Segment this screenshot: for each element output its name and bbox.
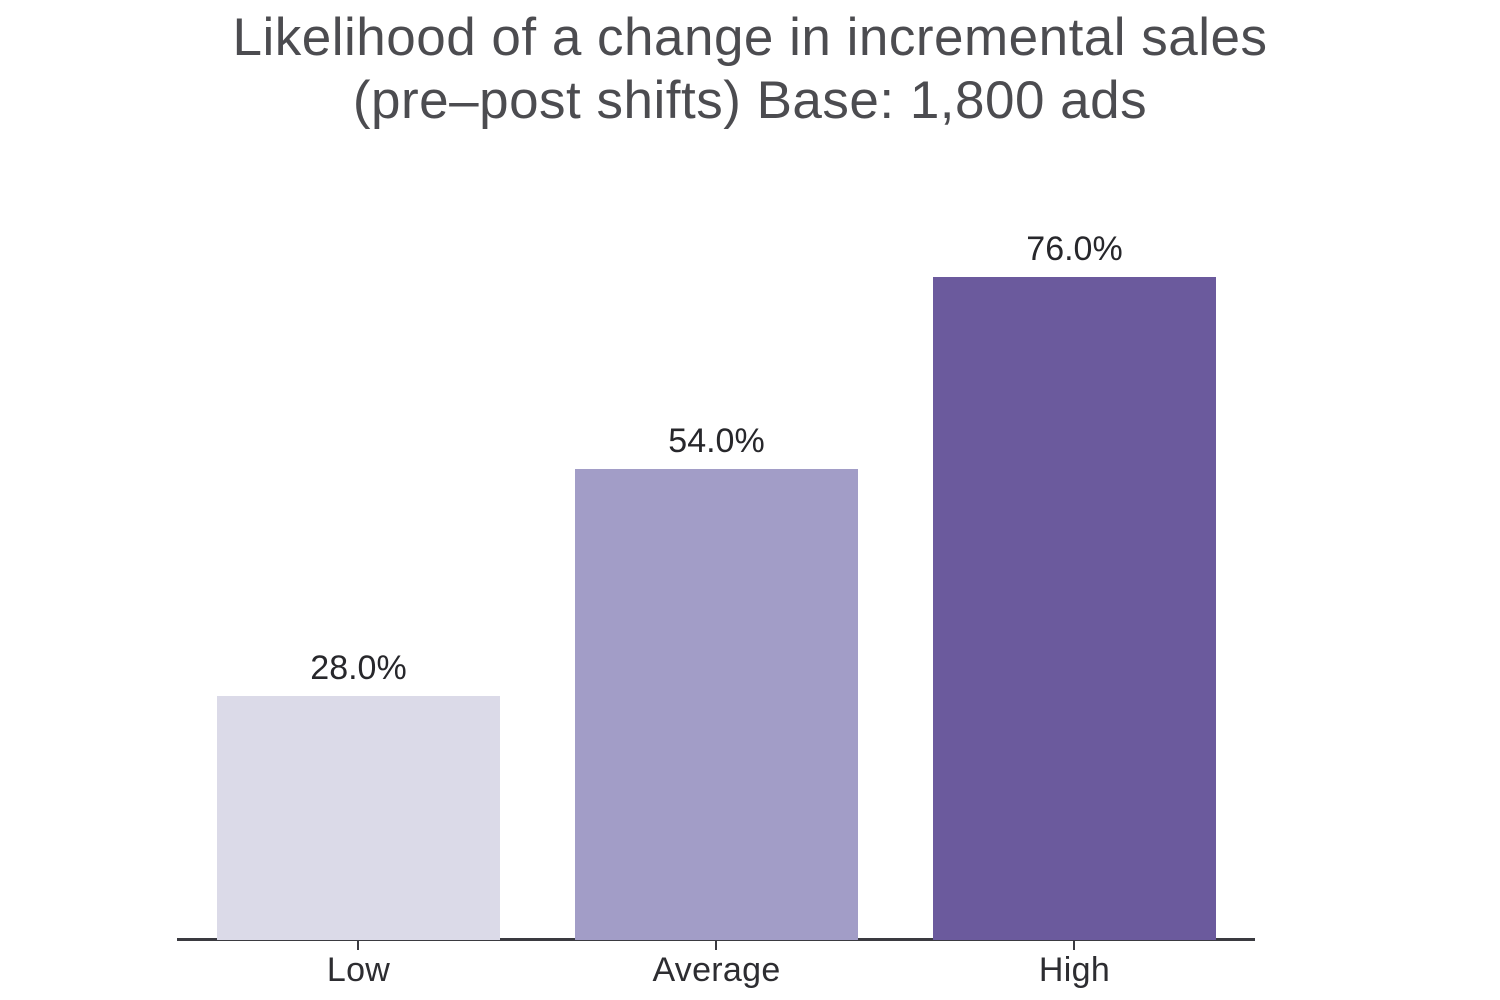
bar-value-label: 28.0%	[310, 649, 407, 687]
bar-value-label: 76.0%	[1026, 230, 1123, 268]
bar-average	[575, 469, 858, 940]
chart-title-line1: Likelihood of a change in incremental sa…	[232, 8, 1268, 67]
bar-high	[933, 277, 1216, 940]
x-axis-tick	[357, 941, 359, 950]
bar-low	[217, 696, 500, 940]
chart-title: Likelihood of a change in incremental sa…	[0, 6, 1500, 132]
x-tick-label-high: High	[1038, 951, 1111, 989]
x-axis-tick	[715, 941, 717, 950]
chart-title-line2: (pre–post shifts) Base: 1,800 ads	[352, 71, 1148, 130]
bar-value-label: 54.0%	[668, 422, 765, 460]
x-tick-label-low: Low	[326, 951, 391, 989]
x-tick-label-average: Average	[652, 951, 781, 989]
x-axis-tick	[1073, 941, 1075, 950]
